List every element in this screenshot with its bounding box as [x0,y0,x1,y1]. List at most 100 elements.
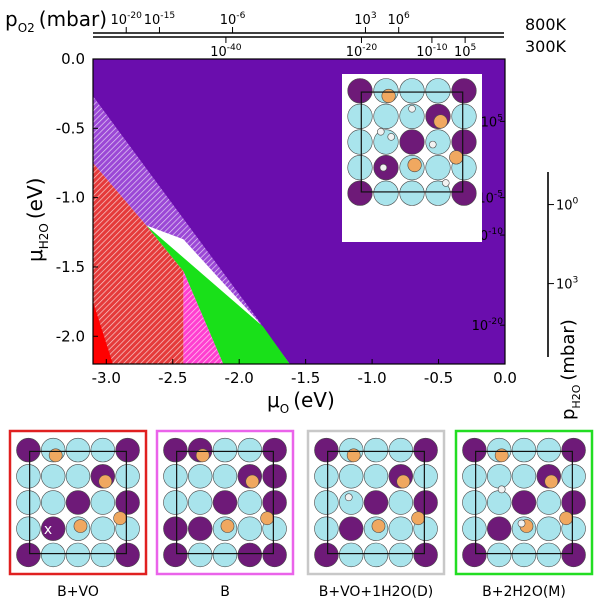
metal-atom [462,437,487,463]
hydrogen-atom [442,179,450,187]
x-tick-label: -2.5 [158,369,187,387]
top-300k-tick-label: 10-20 [346,43,378,60]
oxygen-atom [347,155,373,181]
panel-1: B [155,429,295,600]
inset-atoms [347,78,477,206]
cation-atom [98,474,113,489]
oxygen-atom [187,464,213,489]
y-tick-label: -1.5 [56,258,85,276]
metal-atom [462,542,487,568]
cation-atom [245,474,260,489]
oxygen-atom [314,516,339,541]
panel-caption: B [220,584,230,600]
metal-atom [561,542,586,568]
top-800k-tick-label: 10-20 [111,11,143,28]
temp-800k: 800K [525,15,567,34]
oxygen-atom [314,490,339,515]
metal-atom [262,542,287,568]
region-hatch-2 [93,163,184,364]
oxygen-atom [399,180,425,206]
cation-atom [73,519,88,533]
oxygen-atom [163,464,188,489]
oxygen-atom [511,464,537,489]
oxygen-atom [90,490,116,515]
oxygen-atom [338,464,364,489]
oxygen-atom [363,464,389,489]
oxygen-atom [237,516,263,541]
oxygen-atom [40,542,66,568]
metal-atom [399,129,425,155]
oxygen-atom [65,542,91,568]
oxygen-atom [237,437,263,463]
cation-atom [48,448,63,463]
oxygen-atom [373,129,399,155]
metal-atom [262,490,287,515]
unit-cell-frame [360,91,464,193]
cation-atom [260,511,275,526]
metal-atom [511,490,537,515]
right2-tick-label: 103 [556,276,579,293]
oxygen-atom [163,490,188,515]
temp-300k: 300K [525,37,567,56]
unit-cell-frame [327,450,425,555]
metal-atom [115,542,140,568]
y-tick-label: -1.0 [56,189,85,207]
hydrogen-atom [517,519,526,528]
oxygen-atom [90,542,116,568]
hydrogen-atom [379,163,388,172]
oxygen-atom [40,490,66,515]
oxygen-atom [399,78,425,104]
oxygen-atom [212,542,238,568]
top-300k-tick-label: 105 [454,43,476,60]
metal-atom [237,542,263,568]
cation-atom [559,511,574,526]
top-800k-tick-label: 103 [354,11,377,28]
cation-atom [494,448,509,463]
hydrogen-atom [377,128,385,136]
metal-atom [347,78,373,104]
metal-atom [212,490,238,515]
hydrogen-atom [497,485,506,494]
top-800k-tick-label: 10-6 [220,11,246,28]
oxygen-atom [536,516,562,541]
oxygen-atom [425,155,451,181]
oxygen-atom [338,542,364,568]
oxygen-atom [462,516,487,541]
x-tick-label: -1.5 [291,369,320,387]
oxygen-atom [115,464,140,489]
oxygen-atom [187,490,213,515]
oxygen-atom [363,437,389,463]
metal-atom [561,437,586,463]
oxygen-atom [363,542,389,568]
region-b-2h2o-m--4 [146,225,290,364]
region-hatch-5 [183,271,224,364]
metal-atom [187,516,213,541]
metal-atom [451,180,477,206]
oxygen-atom [212,464,238,489]
metal-atom [262,437,287,463]
metal-atom [561,490,586,515]
metal-atom [363,490,389,515]
cation-atom [411,511,426,526]
panel-caption: B+VO [57,584,99,600]
metal-atom [115,490,140,515]
oxygen-atom [373,103,399,129]
cation-atom [371,519,386,533]
oxygen-atom [462,464,487,489]
cation-atom [407,157,422,173]
cation-atom [396,474,411,489]
oxygen-atom [388,437,414,463]
oxygen-atom [536,490,562,515]
metal-atom [16,437,41,463]
metal-atom [115,437,140,463]
inset-structure: B+4H2O(M) [342,74,482,242]
hydrogen-atom [429,140,437,149]
oxygen-atom [511,542,537,568]
oxygen-atom [373,180,399,206]
metal-atom [16,542,41,568]
oxygen-atom [90,437,116,463]
x-tick-label: 0.0 [493,369,517,387]
y-ticks: 0.0 -0.5 -1.0 -1.5 -2.0 [56,50,98,345]
metal-atom [163,516,188,541]
